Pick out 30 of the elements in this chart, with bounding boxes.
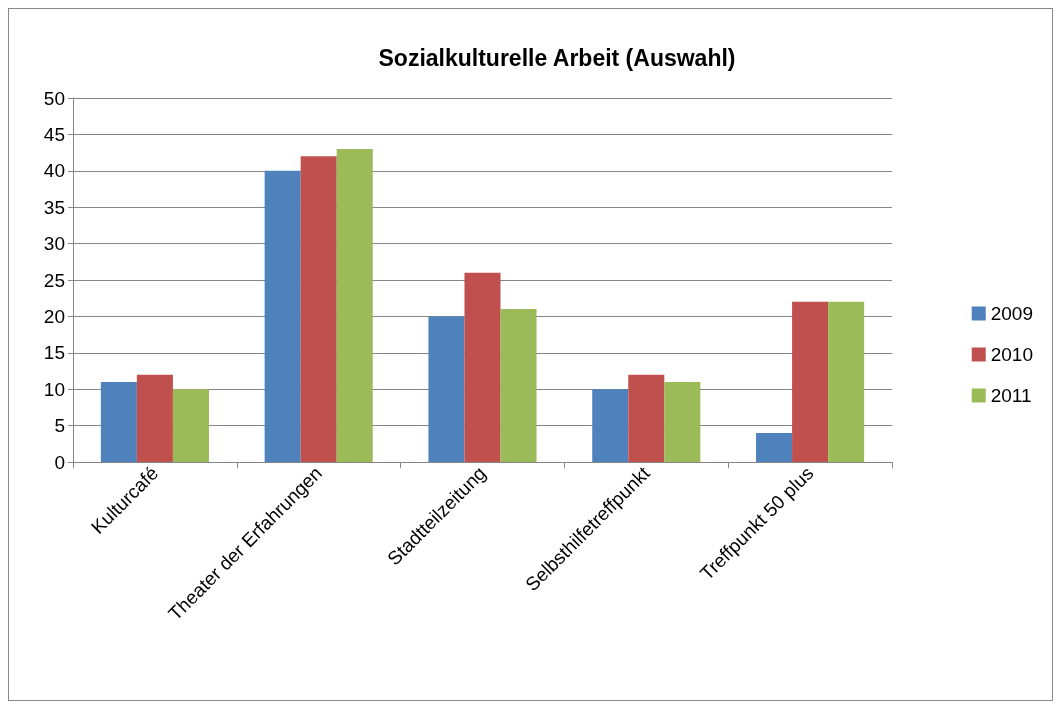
legend-label: 2010 xyxy=(990,344,1034,365)
legend-label: 2011 xyxy=(990,385,1032,406)
y-tick-label: 45 xyxy=(43,123,65,145)
y-tick-label: 10 xyxy=(43,378,65,400)
bar xyxy=(428,316,465,462)
y-tick-label: 50 xyxy=(43,87,65,109)
bar xyxy=(136,374,173,462)
bar xyxy=(264,170,301,462)
y-tick-label: 15 xyxy=(43,342,65,364)
bar xyxy=(100,381,137,462)
bar xyxy=(664,381,701,462)
y-tick-label: 5 xyxy=(54,415,65,437)
bar xyxy=(464,272,501,462)
legend-label: 2009 xyxy=(990,303,1034,324)
bar xyxy=(828,301,865,462)
y-tick-label: 35 xyxy=(43,196,65,218)
bar xyxy=(300,156,337,462)
bar xyxy=(500,309,537,462)
bar xyxy=(592,389,629,462)
bar xyxy=(336,148,373,462)
y-tick-label: 40 xyxy=(43,160,65,182)
bar xyxy=(756,432,793,462)
y-tick-label: 0 xyxy=(54,451,65,473)
y-tick-label: 30 xyxy=(43,233,65,255)
y-tick-label: 25 xyxy=(43,269,65,291)
chart-title: Sozialkulturelle Arbeit (Auswahl) xyxy=(378,44,736,71)
bar xyxy=(628,374,665,462)
y-tick-label: 20 xyxy=(43,305,65,327)
bar xyxy=(792,301,829,462)
bar xyxy=(172,389,209,462)
